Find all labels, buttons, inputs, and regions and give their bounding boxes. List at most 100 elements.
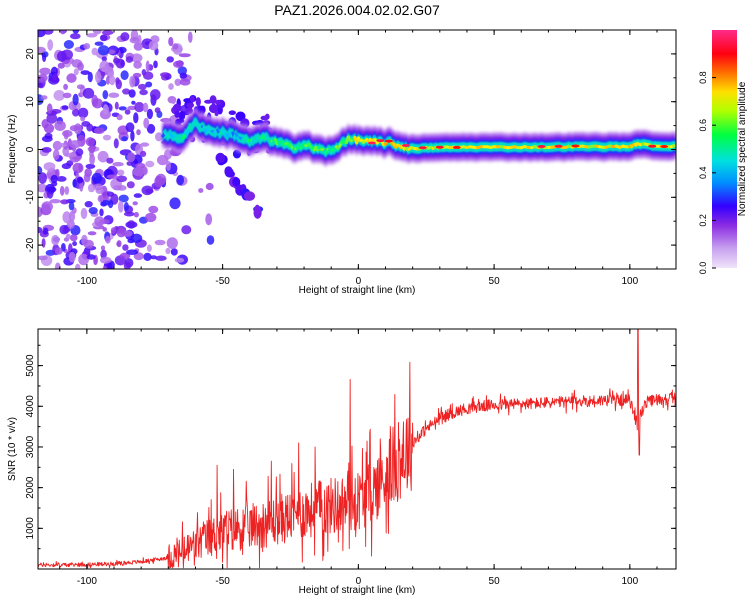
spectrogram-noise-blob bbox=[126, 161, 133, 166]
spectrogram-noise-blob bbox=[126, 181, 135, 189]
spectrogram-branch-blob bbox=[224, 166, 233, 176]
spectrogram-noise-blob bbox=[131, 100, 136, 105]
spectrogram-noise-blob bbox=[38, 73, 48, 83]
spectrogram-noise-blob bbox=[106, 157, 114, 164]
spectrogram-noise-blob bbox=[118, 194, 129, 203]
spectrogram-noise-blob bbox=[38, 226, 43, 234]
spectrogram-noise-blob bbox=[88, 145, 96, 154]
spectrogram-noise-blob bbox=[135, 162, 146, 169]
spectrogram-noise-blob bbox=[105, 75, 111, 85]
spectrogram-noise-blob bbox=[155, 255, 167, 261]
spectrogram-noise-blob bbox=[121, 136, 128, 142]
spectrogram-noise-blob bbox=[123, 202, 129, 211]
spectrogram-noise-blob bbox=[176, 174, 184, 186]
spectrogram-noise-blob bbox=[198, 188, 204, 193]
spectrogram-noise-blob bbox=[95, 71, 102, 84]
spectrogram-noise-blob bbox=[115, 58, 126, 69]
y-tick-label: 20 bbox=[25, 48, 36, 60]
spectrogram-noise-blob bbox=[87, 183, 96, 193]
spectrogram-noise-blob bbox=[108, 92, 120, 98]
spectrogram-noise-blob bbox=[52, 149, 60, 161]
spectrogram-noise-blob bbox=[143, 71, 154, 80]
spectrogram-noise-blob bbox=[171, 98, 176, 105]
spectrogram-noise-blob bbox=[125, 56, 134, 63]
spectrogram-noise-blob bbox=[133, 42, 143, 51]
spectrogram-noise-blob bbox=[166, 56, 174, 63]
x-tick-label: -50 bbox=[215, 576, 230, 587]
y-tick-label: 3000 bbox=[25, 435, 36, 458]
colorbar-tick-label: 0.0 bbox=[698, 262, 708, 275]
spectrogram-noise-blob bbox=[154, 175, 164, 188]
spectrogram-noise-blob bbox=[41, 119, 49, 129]
spectrogram-noise-blob bbox=[73, 68, 79, 76]
spectrogram-noise-blob bbox=[120, 32, 130, 42]
spectrogram-noise-blob bbox=[68, 201, 75, 211]
spectrogram-noise-blob bbox=[69, 140, 82, 149]
spectrogram-hotspot bbox=[571, 144, 580, 148]
spectrogram-noise-blob bbox=[87, 231, 97, 236]
spectrogram-noise-blob bbox=[172, 103, 182, 113]
spectrogram-noise-blob bbox=[174, 110, 180, 118]
spectrogram-noise-blob bbox=[115, 77, 120, 85]
spectrogram-noise-blob bbox=[168, 36, 174, 47]
spectrogram-noise-blob bbox=[86, 254, 96, 260]
spectrogram-noise-blob bbox=[70, 33, 81, 40]
y-tick-label: -20 bbox=[25, 237, 36, 252]
spectrogram-noise-blob bbox=[214, 111, 219, 117]
spectrogram-noise-blob bbox=[69, 234, 78, 242]
spectrogram-noise-blob bbox=[140, 142, 150, 147]
spectrogram-noise-blob bbox=[174, 78, 182, 87]
spectrogram-noise-blob bbox=[94, 216, 105, 227]
spectrogram-noise-blob bbox=[116, 175, 128, 183]
spectrogram-noise-blob bbox=[174, 257, 185, 263]
colorbar-label: Normalized spectral amplitude bbox=[737, 81, 748, 216]
spectrogram-noise-blob bbox=[75, 148, 84, 157]
spectrogram-noise-blob bbox=[62, 92, 72, 99]
spectrogram-noise-blob bbox=[181, 225, 192, 235]
spectrogram-noise-blob bbox=[57, 143, 67, 148]
spectrogram-noise-blob bbox=[130, 233, 143, 243]
spectrogram-noise-blob bbox=[60, 199, 69, 205]
spectrogram-noise-blob bbox=[49, 199, 61, 204]
spectrogram-noise-blob bbox=[78, 253, 89, 266]
spectrogram-noise-blob bbox=[55, 168, 60, 178]
spectrogram-noise-blob bbox=[145, 60, 150, 73]
spectrogram-noise-blob bbox=[136, 129, 141, 136]
colorbar-tick-label: 0.2 bbox=[698, 214, 708, 227]
spectrogram-noise-blob bbox=[72, 93, 79, 106]
x-tick-label: 50 bbox=[489, 576, 501, 587]
colorbar-tick-label: 0.8 bbox=[698, 71, 708, 84]
snr-frame bbox=[37, 328, 677, 570]
spectrogram-noise-blob bbox=[82, 87, 95, 99]
spectrogram-noise-blob bbox=[83, 239, 94, 249]
figure-title: PAZ1.2026.004.02.02.G07 bbox=[274, 2, 440, 18]
spectrogram-noise-blob bbox=[65, 233, 71, 240]
spectrogram-noise-blob bbox=[72, 108, 80, 117]
spectrogram-noise-blob bbox=[46, 103, 53, 114]
spectrogram-noise-blob bbox=[38, 255, 48, 261]
spectrogram-noise-blob bbox=[137, 83, 147, 90]
spectrogram-noise-blob bbox=[72, 162, 84, 174]
spectrogram-noise-blob bbox=[38, 46, 46, 54]
spectrogram-noise-blob bbox=[157, 154, 169, 166]
spectrogram-noise-blob bbox=[93, 183, 103, 191]
spectrogram-noise-blob bbox=[46, 113, 58, 124]
spectrogram-noise-blob bbox=[61, 105, 69, 110]
spectrogram-noise-blob bbox=[146, 108, 153, 120]
spectrogram-hotspot bbox=[401, 144, 410, 147]
spectrogram-noise-blob bbox=[106, 174, 119, 179]
spectrogram-noise-blob bbox=[265, 113, 270, 120]
spectrogram-noise-blob bbox=[91, 172, 103, 184]
spectrogram-noise-blob bbox=[63, 130, 69, 140]
spectrogram-noise-blob bbox=[126, 249, 139, 255]
spectrogram-noise-blob bbox=[54, 120, 66, 131]
spectrogram-noise-blob bbox=[91, 47, 99, 56]
spectrogram-noise-blob bbox=[122, 88, 131, 95]
spectrogram-branch-blob bbox=[232, 177, 241, 187]
spectrogram-noise-blob bbox=[92, 30, 102, 35]
spectrogram-noise-blob bbox=[130, 130, 135, 142]
spectrogram-noise-blob bbox=[179, 78, 191, 86]
spectrogram-noise-blob bbox=[47, 39, 54, 51]
spectrogram-noise-blob bbox=[166, 237, 178, 250]
spectrogram-noise-blob bbox=[100, 256, 112, 264]
